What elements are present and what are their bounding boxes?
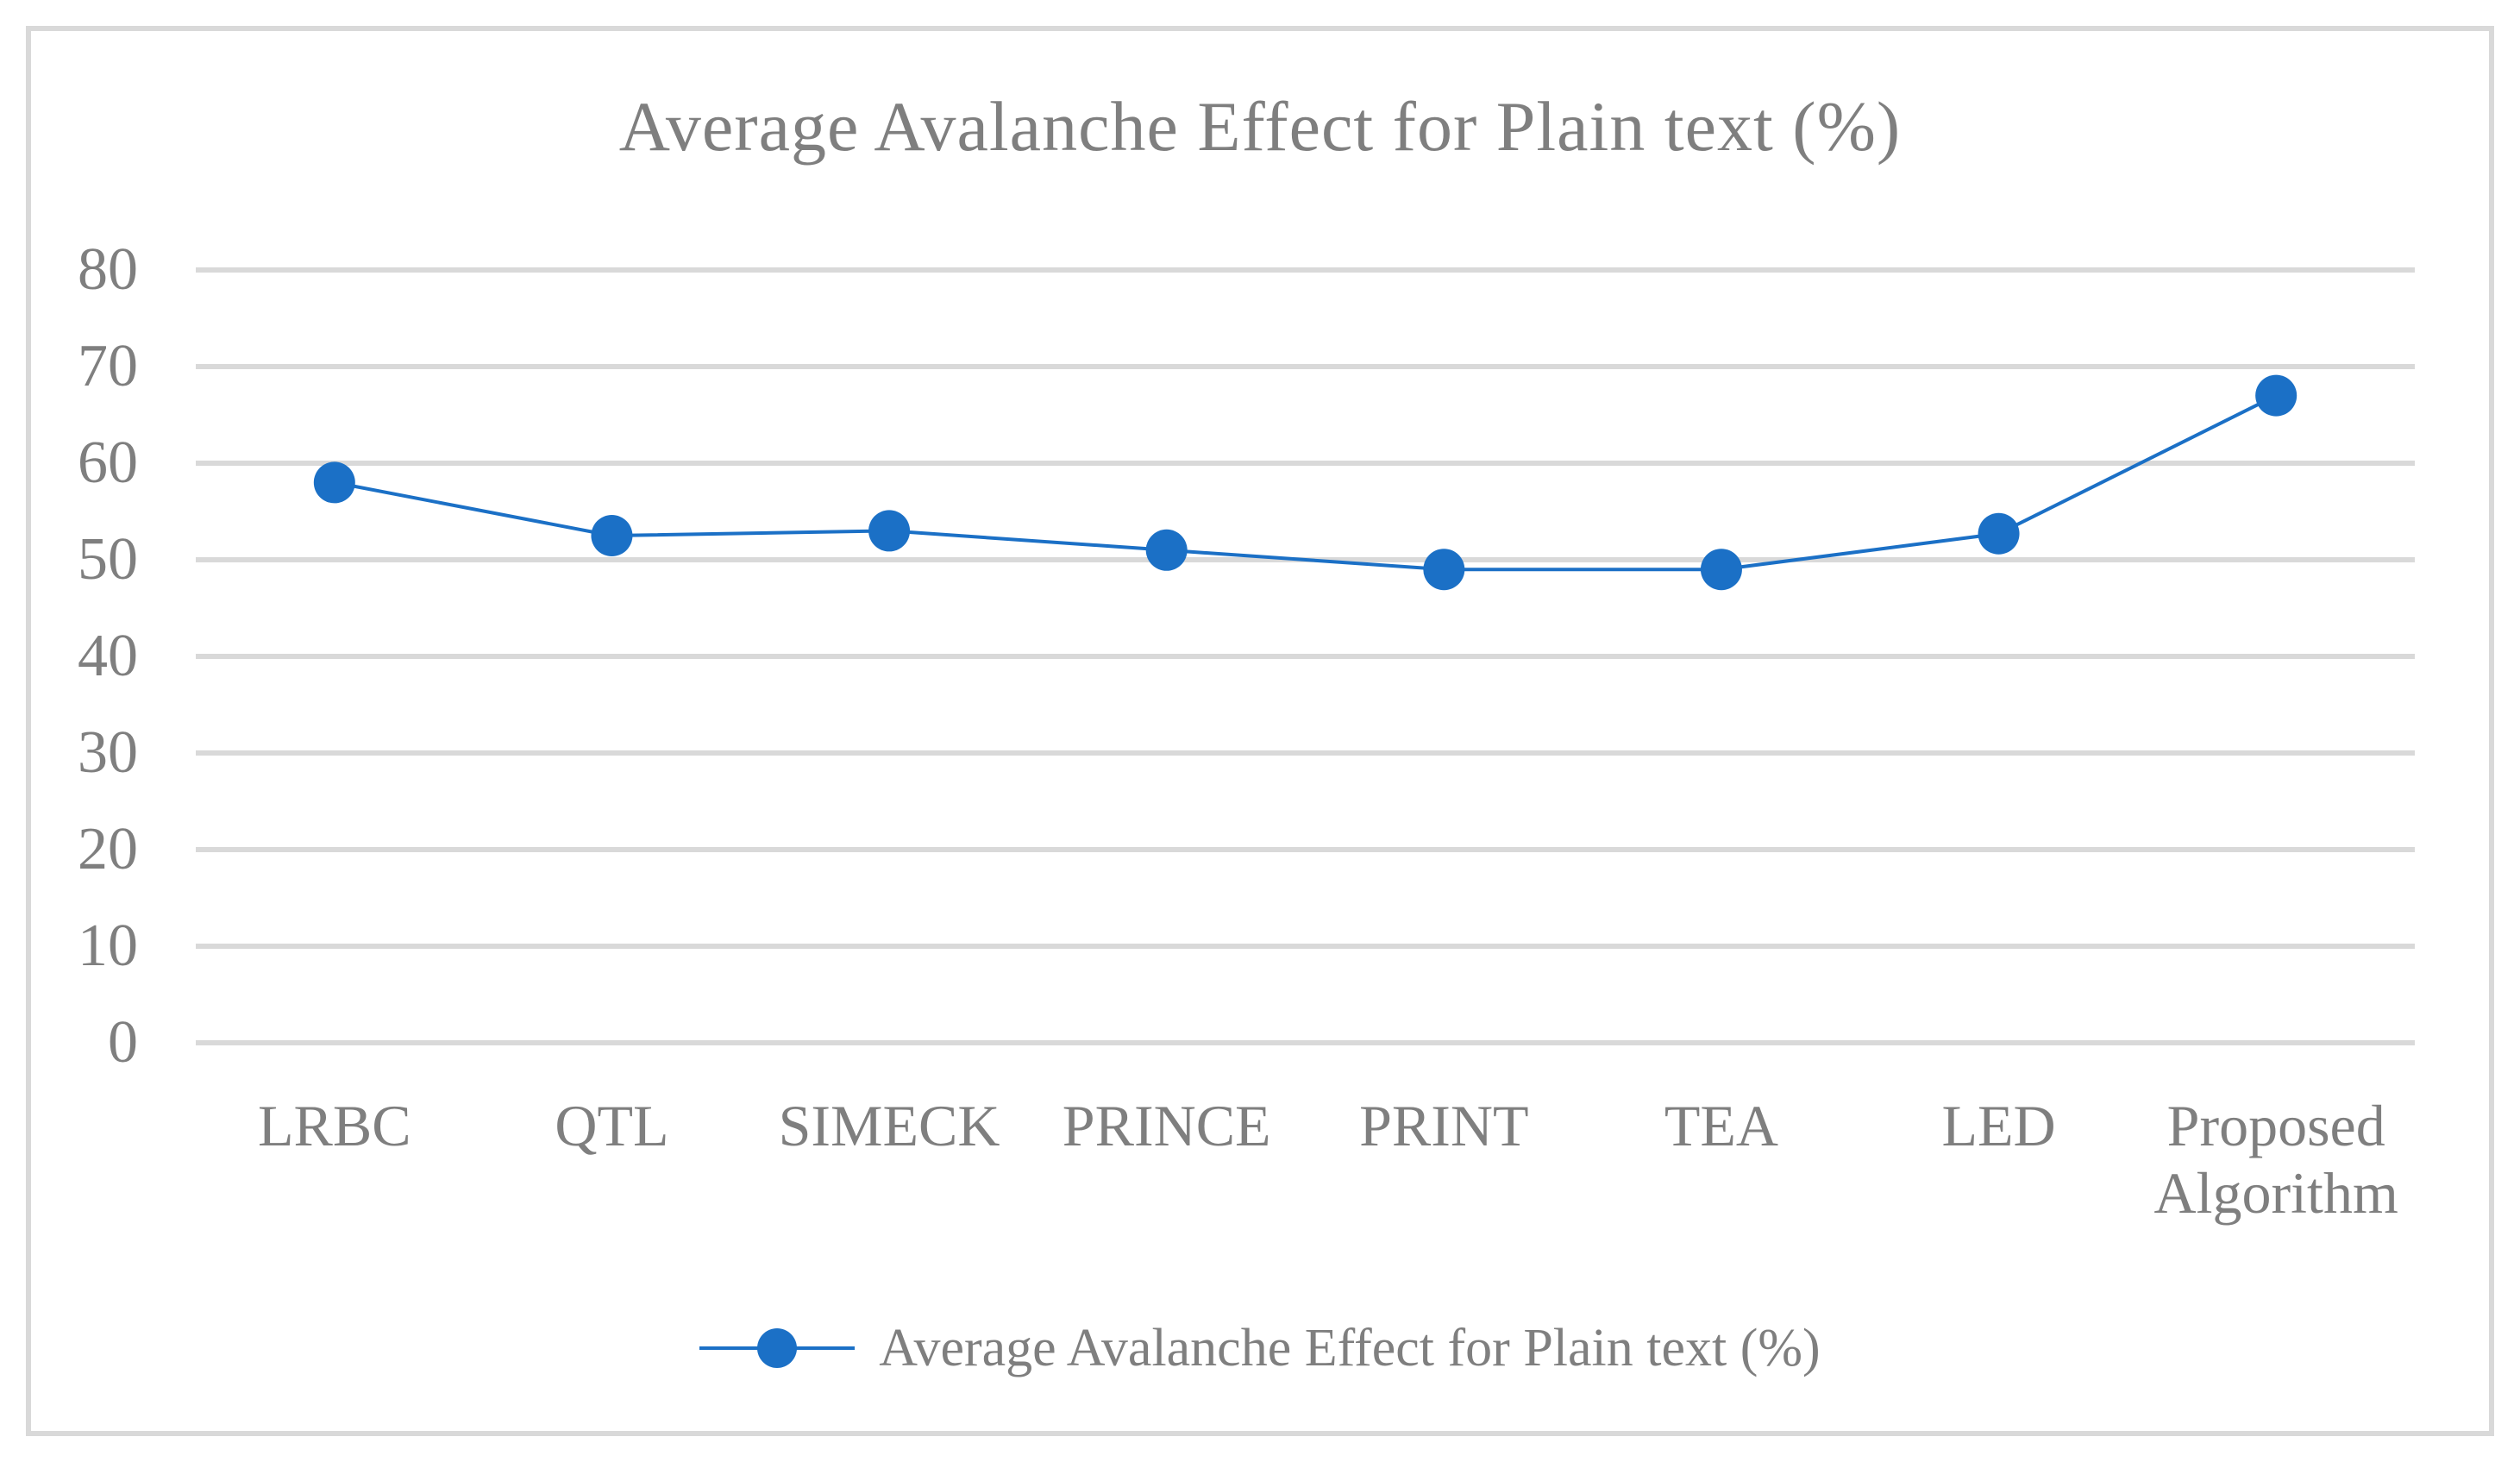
data-point-lrbc (313, 461, 355, 504)
data-point-qtl (591, 515, 633, 556)
data-point-simeck (868, 510, 911, 552)
y-axis-label-80: 80 (78, 236, 138, 303)
legend: Average Avalanche Effect for Plain text … (0, 1301, 2520, 1396)
line-chart-plot-area (196, 267, 2415, 1045)
x-axis-label-led: LED (1941, 1093, 2056, 1158)
y-axis-labels: 0 10 20 30 40 50 60 70 80 (0, 0, 138, 1462)
data-point-prince (1145, 529, 1188, 571)
data-point-print (1423, 549, 1465, 591)
x-axis-label-prince: PRINCE (1062, 1093, 1271, 1158)
x-axis-label-lrbc: LRBC (258, 1093, 411, 1158)
y-axis-label-70: 70 (78, 333, 138, 399)
legend-series-marker-icon (699, 1327, 856, 1369)
y-axis-label-30: 30 (78, 719, 138, 786)
legend-dot-icon (757, 1328, 798, 1368)
y-axis-label-10: 10 (78, 913, 138, 979)
y-axis-label-0: 0 (108, 1009, 138, 1076)
y-axis-label-20: 20 (78, 816, 138, 882)
series-line (334, 393, 2278, 572)
y-axis-label-60: 60 (78, 430, 138, 496)
x-axis-label-simeck: SIMECK (778, 1093, 1000, 1158)
y-axis-label-40: 40 (78, 623, 138, 689)
data-point-proposed-algorithm (2255, 374, 2297, 417)
x-axis-labels: LRBC QTL SIMECK PRINCE PRINT TEA LED Proposed A… (196, 1092, 2415, 1227)
x-axis-label-tea: TEA (1664, 1093, 1779, 1158)
x-axis-label-proposed-algorithm: Proposed Algorithm (2153, 1093, 2398, 1226)
x-axis-label-print: PRINT (1359, 1093, 1529, 1158)
x-axis-label-qtl: QTL (555, 1093, 669, 1158)
data-point-led (1978, 512, 2020, 555)
data-point-tea (1700, 549, 1742, 591)
y-axis-label-50: 50 (78, 526, 138, 593)
chart-title: Average Avalanche Effect for Plain text … (618, 87, 1902, 166)
legend-label: Average Avalanche Effect for Plain text … (879, 1318, 1821, 1377)
